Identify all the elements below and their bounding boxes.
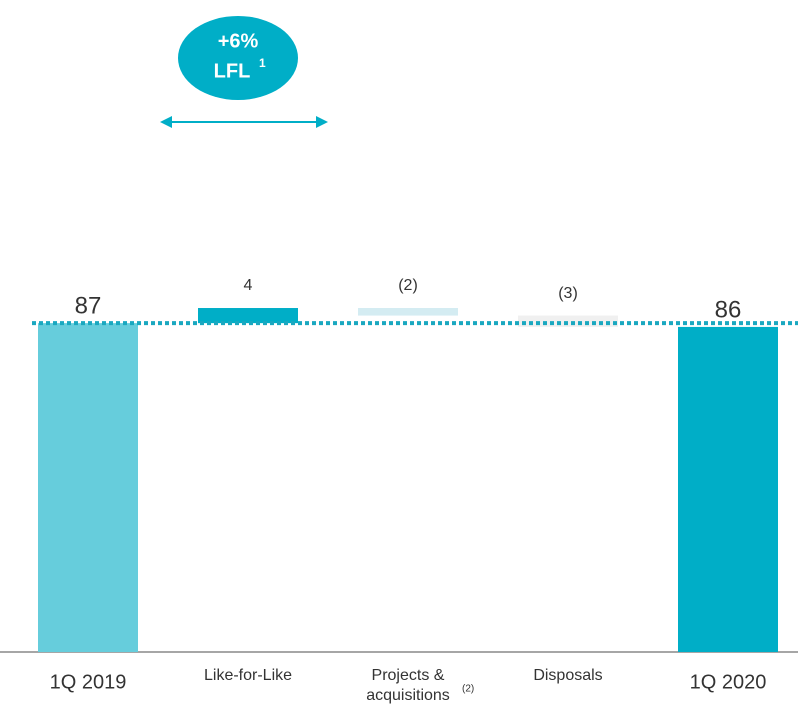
value-label: (3) — [558, 285, 578, 302]
annotation-bubble — [178, 16, 298, 100]
x-tick-label: Like-for-Like — [204, 667, 292, 684]
value-label: 87 — [75, 292, 102, 319]
annotation-superscript: 1 — [259, 56, 266, 70]
value-label: 86 — [715, 296, 742, 323]
annotation-line: +6% — [218, 30, 259, 52]
x-tick-label: Disposals — [533, 667, 602, 684]
annotation-line: LFL — [214, 60, 251, 82]
x-tick-label: acquisitions — [366, 687, 450, 704]
bar — [38, 323, 138, 652]
bar — [358, 308, 458, 316]
arrow-head — [316, 116, 328, 128]
arrow-head — [160, 116, 172, 128]
bar — [678, 326, 778, 652]
x-tick-label: Projects & — [372, 667, 445, 684]
x-tick-label: 1Q 2019 — [50, 671, 127, 693]
value-label: (2) — [398, 277, 418, 294]
value-label: 4 — [244, 277, 253, 294]
x-tick-label: 1Q 2020 — [690, 671, 767, 693]
category-note: (2) — [462, 684, 474, 695]
bar — [198, 308, 298, 324]
